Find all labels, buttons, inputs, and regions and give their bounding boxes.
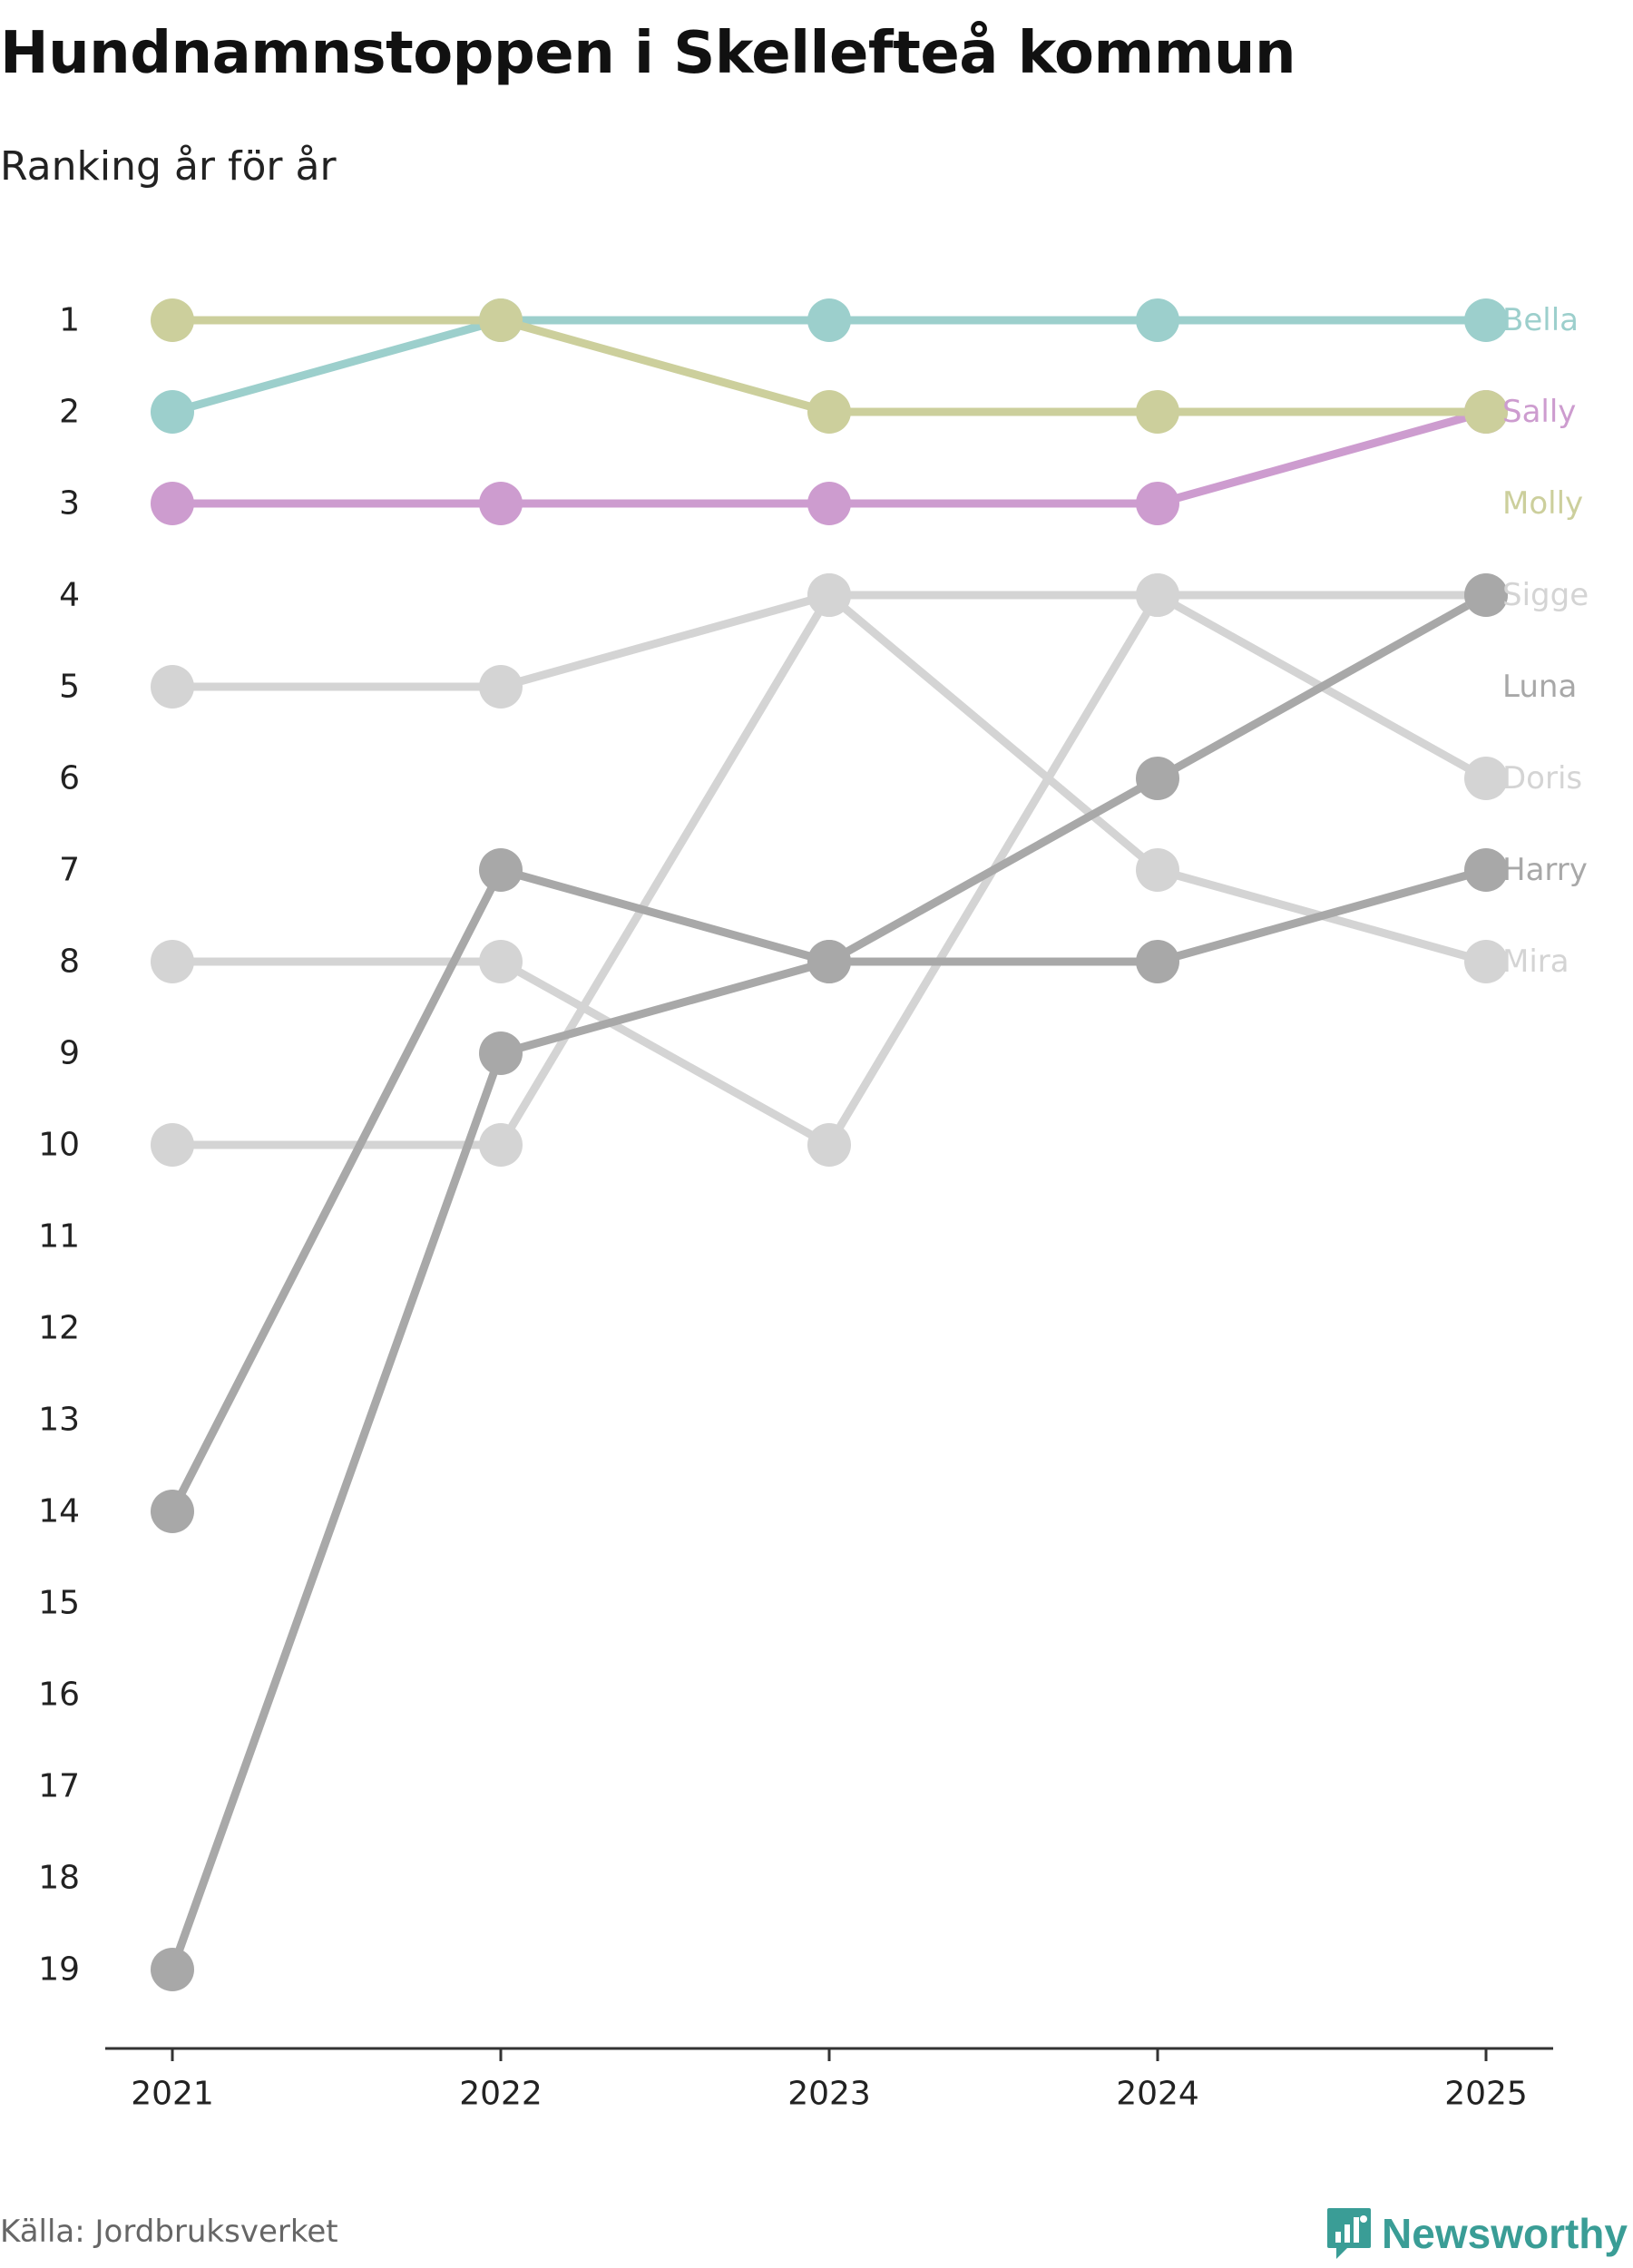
data-point-mira-2022	[479, 1123, 523, 1167]
y-tick-label: 19	[38, 1951, 80, 1989]
series-labels: Bella Sally Molly Sigge Luna Doris Harry Mira	[1502, 302, 1589, 980]
data-point-harry-2022	[479, 848, 523, 892]
y-tick-label: 3	[59, 485, 80, 523]
x-axis: 2021 2022 2023 2024 2025	[105, 2047, 1553, 2113]
series-label-molly: Molly	[1502, 485, 1583, 522]
series-line-luna	[168, 591, 1491, 1974]
data-point-sally-2023	[807, 482, 851, 525]
data-point-doris-2025	[1464, 757, 1508, 800]
data-point-molly-2022	[479, 298, 523, 342]
y-tick-label: 18	[38, 1860, 80, 1897]
data-point-molly-2021	[151, 298, 194, 342]
data-point-mira-2024	[1136, 848, 1179, 892]
y-tick-label: 17	[38, 1768, 80, 1805]
data-point-molly-2024	[1136, 390, 1179, 434]
data-point-mira-2025	[1464, 940, 1508, 983]
chart-subtitle: Ranking år för år	[0, 143, 337, 190]
series-line-mira	[168, 591, 1491, 1149]
y-tick-label: 14	[38, 1493, 80, 1530]
data-point-luna-2022	[479, 1031, 523, 1075]
data-point-bella-2025	[1464, 298, 1508, 342]
data-point-harry-2025	[1464, 848, 1508, 892]
y-tick-label: 15	[38, 1585, 80, 1622]
data-point-sigge-2022	[479, 665, 523, 709]
series-label-bella: Bella	[1502, 302, 1579, 338]
y-tick-label: 8	[59, 943, 80, 981]
x-tick-label: 2022	[459, 2076, 543, 2113]
y-tick-label: 6	[59, 760, 80, 797]
x-tick-label: 2023	[787, 2076, 871, 2113]
y-tick-label: 16	[38, 1677, 80, 1714]
data-point-doris-2023	[807, 1123, 851, 1167]
y-tick-label: 12	[38, 1310, 80, 1347]
y-tick-label: 13	[38, 1402, 80, 1439]
brand-name: Newsworthy	[1382, 2210, 1628, 2257]
data-point-sigge-2021	[151, 665, 194, 709]
series-label-luna: Luna	[1502, 669, 1577, 705]
source-note: Källa: Jordbruksverket	[0, 2214, 338, 2250]
data-point-mira-2023	[807, 573, 851, 617]
data-point-molly-2025	[1464, 390, 1508, 434]
newsworthy-logo: Newsworthy	[1325, 2206, 1628, 2261]
series-points	[151, 298, 1508, 1991]
data-point-doris-2024	[1136, 573, 1179, 617]
y-tick-label: 5	[59, 669, 80, 706]
data-point-bella-2023	[807, 298, 851, 342]
data-point-sally-2024	[1136, 482, 1179, 525]
data-point-luna-2021	[151, 1948, 194, 1991]
series-label-sally: Sally	[1502, 394, 1576, 430]
newsworthy-bar-chart-icon	[1327, 2208, 1372, 2259]
data-point-mira-2021	[151, 1123, 194, 1167]
series-label-mira: Mira	[1502, 943, 1569, 980]
chart-title: Hundnamnstoppen i Skellefteå kommun	[0, 20, 1296, 87]
data-point-luna-2025	[1464, 573, 1508, 617]
y-tick-label: 1	[59, 302, 80, 339]
x-tick-label: 2024	[1116, 2076, 1199, 2113]
x-tick-label: 2025	[1444, 2076, 1528, 2113]
y-tick-label: 11	[38, 1218, 80, 1256]
series-line-doris	[168, 591, 1491, 1149]
data-point-harry-2021	[151, 1490, 194, 1533]
series-label-harry: Harry	[1502, 852, 1588, 888]
data-point-molly-2023	[807, 390, 851, 434]
y-tick-label: 10	[38, 1127, 80, 1164]
data-point-bella-2021	[151, 390, 194, 434]
data-point-doris-2022	[479, 940, 523, 983]
y-tick-label: 7	[59, 852, 80, 889]
series-label-doris: Doris	[1502, 760, 1582, 797]
series-label-sigge: Sigge	[1502, 577, 1589, 613]
data-point-luna-2024	[1136, 757, 1179, 800]
x-tick-label: 2021	[131, 2076, 214, 2113]
data-point-doris-2021	[151, 940, 194, 983]
data-point-harry-2024	[1136, 940, 1179, 983]
y-tick-label: 9	[59, 1035, 80, 1072]
data-point-bella-2024	[1136, 298, 1179, 342]
y-tick-label: 4	[59, 577, 80, 614]
data-point-harry-2023	[807, 940, 851, 983]
y-tick-label: 2	[59, 394, 80, 431]
data-point-sally-2021	[151, 482, 194, 525]
data-point-sally-2022	[479, 482, 523, 525]
